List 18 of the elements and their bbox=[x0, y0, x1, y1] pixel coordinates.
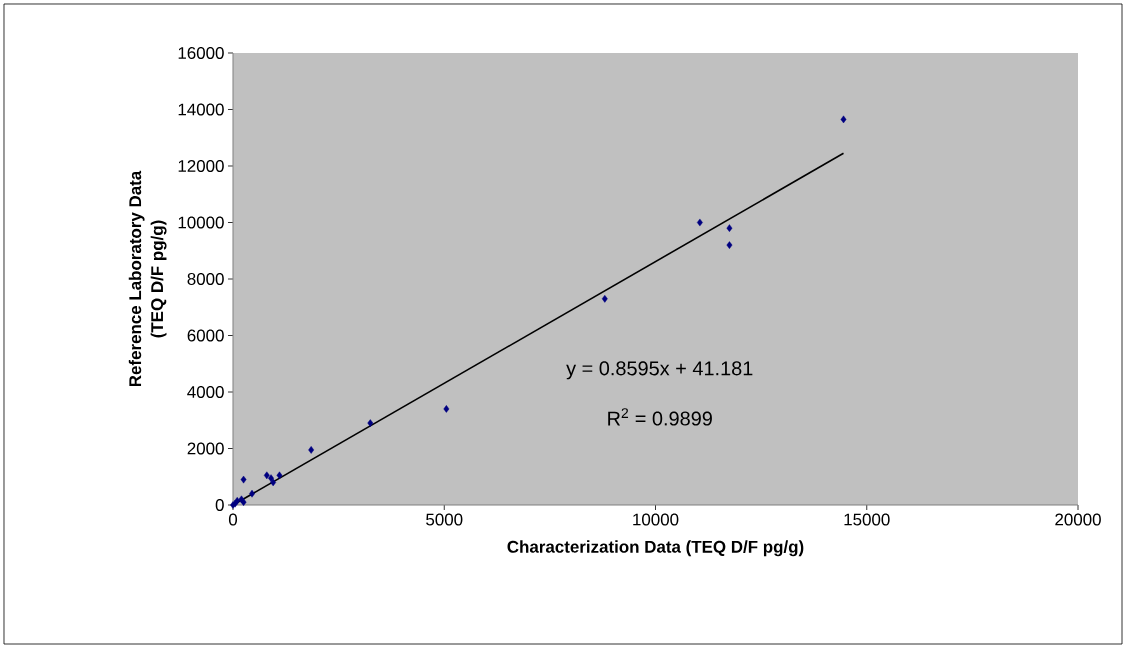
y-tick-label: 10000 bbox=[178, 216, 224, 229]
annotation: y = 0.8595x + 41.181 bbox=[566, 361, 753, 380]
x-tick-label: 15000 bbox=[844, 513, 890, 526]
x-axis-title: Characterization Data (TEQ D/F pg/g) bbox=[507, 540, 804, 557]
y-tick-label: 6000 bbox=[187, 329, 224, 342]
annotation: R$^{2}$ = 0.9899 bbox=[608, 408, 712, 426]
y-tick-label: 8000 bbox=[187, 273, 224, 285]
y-tick-label: 14000 bbox=[178, 103, 224, 116]
y-tick-label: 2000 bbox=[187, 442, 224, 455]
x-tick-label: 0 bbox=[228, 513, 238, 526]
x-tick-label: 10000 bbox=[633, 513, 679, 526]
x-tick-label: 5000 bbox=[426, 513, 463, 526]
y-tick-label: 4000 bbox=[187, 386, 224, 398]
y-tick-label: 16000 bbox=[178, 47, 224, 59]
y-tick-label: 12000 bbox=[178, 160, 224, 172]
y-axis-title: Reference Laboratory Data (TEQ D/F pg/g) bbox=[128, 170, 167, 387]
x-tick-label: 20000 bbox=[1055, 513, 1101, 526]
y-tick-label: 0 bbox=[215, 499, 224, 511]
